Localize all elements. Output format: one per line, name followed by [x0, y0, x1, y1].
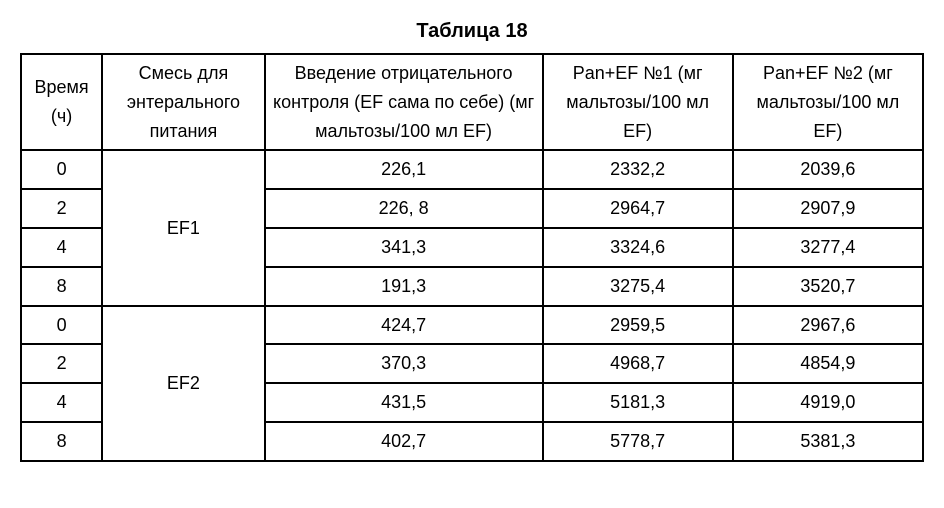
cell-mix: EF1	[102, 150, 264, 305]
table-row: 0 EF1 226,1 2332,2 2039,6	[21, 150, 923, 189]
cell-control: 226,1	[265, 150, 543, 189]
cell-control: 424,7	[265, 306, 543, 345]
cell-pan2: 3277,4	[733, 228, 923, 267]
cell-pan1: 5181,3	[543, 383, 733, 422]
cell-pan1: 3275,4	[543, 267, 733, 306]
cell-time: 2	[21, 344, 102, 383]
cell-pan1: 4968,7	[543, 344, 733, 383]
cell-pan2: 5381,3	[733, 422, 923, 461]
table-row: 0 EF2 424,7 2959,5 2967,6	[21, 306, 923, 345]
header-time: Время (ч)	[21, 54, 102, 150]
cell-control: 191,3	[265, 267, 543, 306]
cell-time: 2	[21, 189, 102, 228]
cell-pan2: 4919,0	[733, 383, 923, 422]
cell-control: 226, 8	[265, 189, 543, 228]
cell-pan1: 2964,7	[543, 189, 733, 228]
cell-mix: EF2	[102, 306, 264, 461]
header-mix: Смесь для энтерального питания	[102, 54, 264, 150]
cell-time: 0	[21, 150, 102, 189]
table-wrapper: Таблица 18 Время (ч) Смесь для энтеральн…	[20, 20, 924, 462]
cell-time: 4	[21, 383, 102, 422]
cell-pan1: 3324,6	[543, 228, 733, 267]
cell-control: 341,3	[265, 228, 543, 267]
cell-pan2: 2967,6	[733, 306, 923, 345]
cell-pan2: 2907,9	[733, 189, 923, 228]
cell-time: 4	[21, 228, 102, 267]
cell-pan1: 5778,7	[543, 422, 733, 461]
data-table: Время (ч) Смесь для энтерального питания…	[20, 53, 924, 462]
cell-pan2: 2039,6	[733, 150, 923, 189]
cell-control: 370,3	[265, 344, 543, 383]
table-title: Таблица 18	[20, 20, 924, 43]
header-pan2: Pan+EF №2 (мг мальтозы/100 мл EF)	[733, 54, 923, 150]
cell-pan1: 2959,5	[543, 306, 733, 345]
cell-time: 8	[21, 267, 102, 306]
cell-time: 0	[21, 306, 102, 345]
cell-pan2: 3520,7	[733, 267, 923, 306]
header-row: Время (ч) Смесь для энтерального питания…	[21, 54, 923, 150]
header-pan1: Pan+EF №1 (мг мальтозы/100 мл EF)	[543, 54, 733, 150]
header-control: Введение отрицательного контроля (EF сам…	[265, 54, 543, 150]
cell-pan1: 2332,2	[543, 150, 733, 189]
cell-time: 8	[21, 422, 102, 461]
cell-pan2: 4854,9	[733, 344, 923, 383]
cell-control: 402,7	[265, 422, 543, 461]
cell-control: 431,5	[265, 383, 543, 422]
